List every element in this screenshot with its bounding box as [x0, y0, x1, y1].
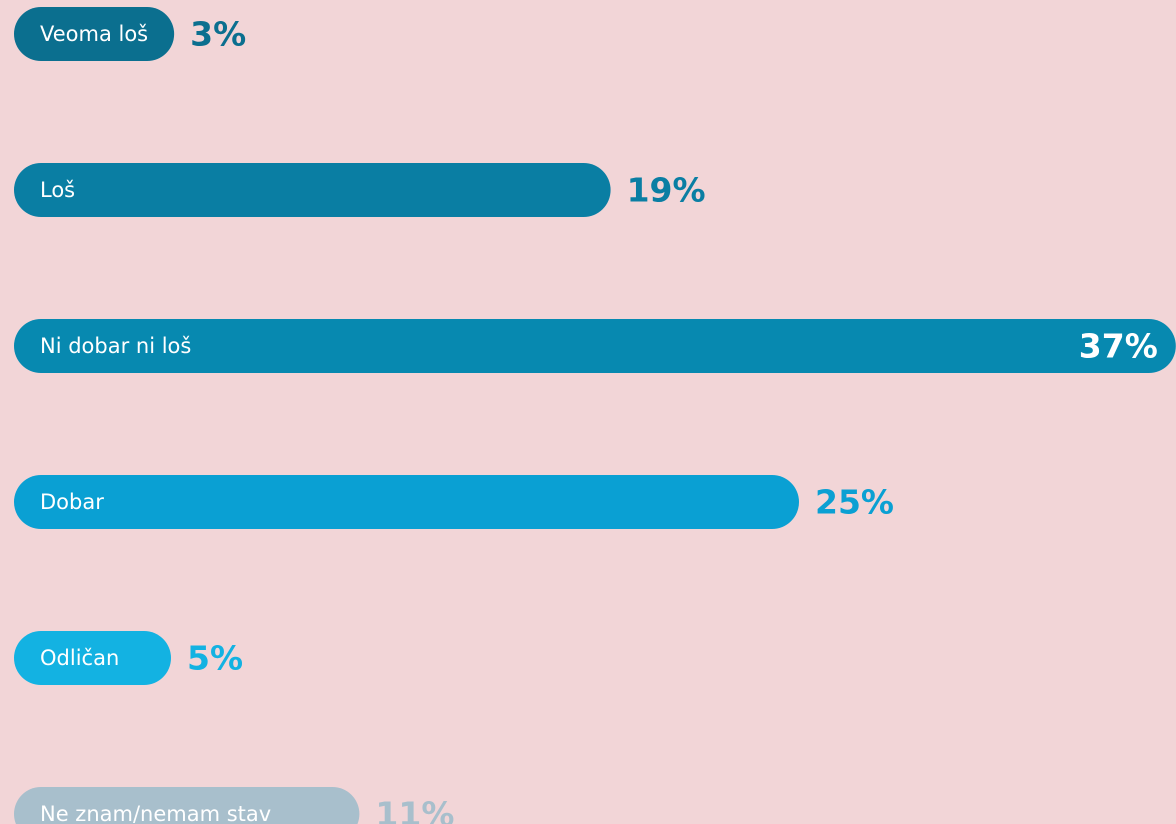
value-label: 37% [1079, 327, 1158, 366]
bar-label: Odličan [40, 646, 119, 670]
bar-label: Loš [40, 178, 75, 202]
bar [14, 787, 360, 824]
bar [14, 319, 1176, 373]
value-label: 5% [187, 639, 243, 678]
value-label: 11% [375, 795, 454, 824]
bar [14, 7, 175, 61]
bar [14, 631, 171, 685]
bar [14, 163, 611, 217]
value-label: 3% [190, 15, 246, 54]
bar-label: Ni dobar ni loš [40, 334, 191, 358]
bar-label: Ne znam/nemam stav [40, 802, 271, 824]
value-label: 25% [815, 483, 894, 522]
bar [14, 475, 799, 529]
bar-label: Dobar [40, 490, 104, 514]
value-label: 19% [627, 171, 706, 210]
bar-label: Veoma loš [40, 22, 148, 46]
